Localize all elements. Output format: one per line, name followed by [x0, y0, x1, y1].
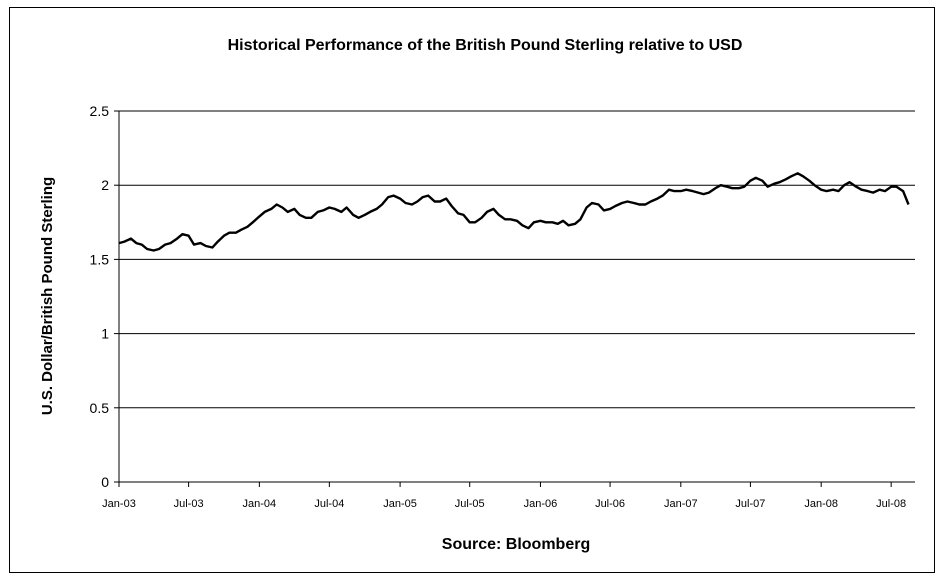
gridlines [119, 110, 915, 409]
x-tick-label-8: Jan-07 [664, 498, 698, 510]
x-tick-label-6: Jan-06 [524, 498, 558, 510]
x-axis-label: Source: Bloomberg [442, 536, 590, 553]
x-tick-label-2: Jan-04 [243, 498, 277, 510]
x-tick-label-7: Jul-06 [595, 498, 625, 510]
x-tick-labels: Jan-03 Jul-03 Jan-04 Jul-04 Jan-05 Jul-05 Jan-… [102, 498, 906, 510]
x-tick-label-0: Jan-03 [102, 498, 136, 510]
axes [114, 110, 915, 487]
y-tick-labels: 0 0.5 1 1.5 2 2.5 [90, 103, 110, 490]
x-tick-label-1: Jul-03 [174, 498, 204, 510]
y-tick-label-4: 2 [101, 177, 109, 193]
x-tick-label-5: Jul-05 [455, 498, 485, 510]
chart-title: Historical Performance of the British Po… [228, 37, 743, 54]
x-tick-label-3: Jul-04 [314, 498, 344, 510]
series-line-0 [118, 172, 910, 252]
x-tick-label-9: Jul-07 [735, 498, 765, 510]
y-tick-label-5: 2.5 [90, 103, 110, 119]
y-axis-label: U.S. Dollar/British Pound Sterling [39, 177, 56, 415]
x-tick-label-11: Jul-08 [876, 498, 906, 510]
chart-frame [9, 7, 935, 573]
y-tick-label-3: 1.5 [90, 251, 110, 267]
y-tick-label-1: 0.5 [90, 400, 110, 416]
x-tick-label-4: Jan-05 [383, 498, 417, 510]
y-tick-label-2: 1 [101, 326, 109, 342]
y-tick-label-0: 0 [101, 474, 109, 490]
series-group [118, 172, 910, 252]
x-tick-label-10: Jan-08 [804, 498, 838, 510]
